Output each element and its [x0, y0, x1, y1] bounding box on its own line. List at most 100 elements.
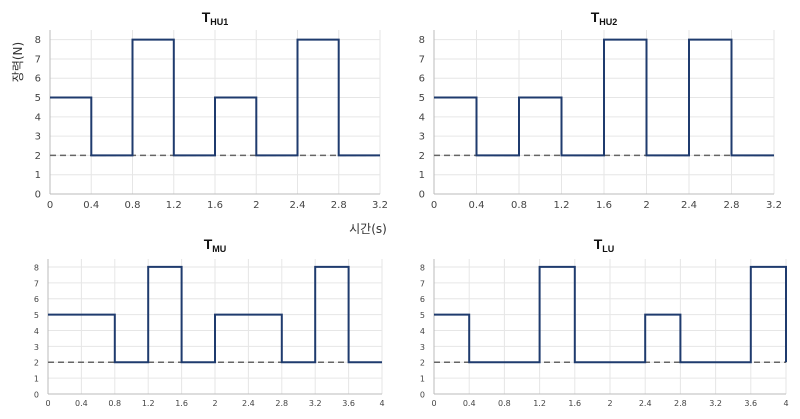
- chart-title-main: T: [202, 9, 211, 25]
- x-tick-label: 0.4: [469, 200, 485, 211]
- y-tick-label: 1: [420, 375, 425, 384]
- x-tick-label: 2.4: [639, 399, 652, 408]
- x-tick-label: 1.6: [568, 399, 581, 408]
- x-tick-label: 2.8: [724, 200, 740, 211]
- x-tick-label: 3.6: [744, 399, 757, 408]
- y-tick-label: 7: [419, 54, 425, 65]
- y-tick-label: 4: [420, 327, 425, 336]
- y-tick-label: 0: [34, 391, 39, 400]
- x-tick-label: 0.4: [83, 200, 99, 211]
- chart-title-subscript: HU2: [599, 17, 617, 27]
- y-tick-label: 5: [34, 311, 39, 320]
- y-tick-label: 7: [420, 279, 425, 288]
- y-tick-label: 2: [419, 151, 425, 162]
- y-tick-label: 0: [420, 391, 425, 400]
- chart-title-subscript: HU1: [210, 17, 228, 27]
- x-tick-label: 2.4: [290, 200, 306, 211]
- chart-panel-3: 0 0.4 0.8 1.2 1.6 2 2.4 2.8 3.2 3.6 4 0 1 2 3 4 5 6 7 8 TLU: [420, 236, 789, 408]
- x-tick-label: 4: [379, 399, 384, 408]
- x-tick-label: 2.4: [681, 200, 697, 211]
- y-tick-label: 1: [35, 170, 41, 181]
- y-tick-label: 6: [419, 74, 425, 85]
- y-tick-label: 8: [34, 263, 39, 272]
- y-tick-label: 6: [35, 74, 41, 85]
- x-tick-label: 2: [643, 200, 649, 211]
- tension-step-line: [50, 38, 380, 157]
- y-tick-label: 3: [420, 343, 425, 352]
- chart-title: TLU: [594, 236, 615, 254]
- tension-step-line: [434, 38, 774, 157]
- chart-title-main: T: [594, 236, 603, 252]
- x-tick-label: 1.2: [142, 399, 155, 408]
- x-tick-label: 0: [45, 399, 50, 408]
- x-tick-label: 0.4: [463, 399, 476, 408]
- y-tick-label: 8: [420, 263, 425, 272]
- x-tick-label: 0.4: [75, 399, 88, 408]
- y-tick-label: 8: [35, 35, 41, 46]
- x-tick-label: 1.6: [596, 200, 612, 211]
- y-tick-label: 1: [34, 375, 39, 384]
- x-tick-label: 0: [431, 399, 436, 408]
- chart-title-subscript: LU: [602, 244, 614, 254]
- x-tick-label: 3.2: [766, 200, 782, 211]
- y-tick-label: 5: [35, 93, 41, 104]
- x-tick-label: 2.8: [275, 399, 288, 408]
- x-tick-label: 0: [431, 200, 437, 211]
- x-tick-label: 0: [47, 200, 53, 211]
- x-tick-label: 0.8: [498, 399, 511, 408]
- x-axis-label: 시간(s): [349, 222, 387, 236]
- x-tick-label: 1.2: [533, 399, 546, 408]
- x-tick-label: 2: [607, 399, 612, 408]
- x-tick-label: 0.8: [125, 200, 141, 211]
- chart-title: THU1: [202, 9, 229, 27]
- chart-title-main: T: [204, 236, 213, 252]
- y-tick-label: 6: [420, 295, 425, 304]
- chart-panel-2: 0 0.4 0.8 1.2 1.6 2 2.4 2.8 3.2 3.6 4 0 1 2 3 4 5 6 7 8 TMU: [34, 236, 385, 408]
- y-tick-label: 3: [34, 343, 39, 352]
- y-tick-label: 5: [419, 93, 425, 104]
- y-tick-label: 7: [34, 279, 39, 288]
- x-tick-label: 1.2: [166, 200, 182, 211]
- x-tick-label: 4: [783, 399, 788, 408]
- chart-title: TMU: [204, 236, 227, 254]
- x-tick-label: 1.2: [554, 200, 570, 211]
- y-tick-label: 6: [34, 295, 39, 304]
- chart-title-subscript: MU: [212, 244, 226, 254]
- chart-panel-0: 0 0.4 0.8 1.2 1.6 2 2.4 2.8 3.2 0 1 2 3 4 5 6 7 8 THU1: [35, 9, 388, 211]
- x-tick-label: 0.8: [108, 399, 121, 408]
- x-tick-label: 3.2: [309, 399, 322, 408]
- y-tick-label: 4: [35, 112, 41, 123]
- x-tick-label: 1.6: [175, 399, 188, 408]
- y-tick-label: 1: [419, 170, 425, 181]
- y-tick-label: 8: [419, 35, 425, 46]
- x-tick-label: 1.6: [207, 200, 223, 211]
- x-tick-label: 3.2: [709, 399, 722, 408]
- chart-title-main: T: [591, 9, 600, 25]
- y-axis-label: 장력(N): [11, 42, 25, 82]
- y-tick-label: 4: [34, 327, 39, 336]
- chart-title: THU2: [591, 9, 618, 27]
- y-tick-label: 2: [35, 151, 41, 162]
- y-tick-label: 4: [419, 112, 425, 123]
- y-tick-label: 2: [420, 359, 425, 368]
- x-tick-label: 2: [212, 399, 217, 408]
- y-tick-label: 7: [35, 54, 41, 65]
- y-tick-label: 3: [35, 132, 41, 143]
- y-tick-label: 0: [419, 190, 425, 201]
- chart-panel-1: 0 0.4 0.8 1.2 1.6 2 2.4 2.8 3.2 0 1 2 3 4 5 6 7 8 THU2: [419, 9, 782, 211]
- x-tick-label: 0.8: [511, 200, 527, 211]
- x-tick-label: 2: [253, 200, 259, 211]
- y-tick-label: 2: [34, 359, 39, 368]
- x-tick-label: 3.2: [372, 200, 388, 211]
- tension-step-line: [434, 265, 787, 364]
- y-tick-label: 0: [35, 190, 41, 201]
- y-tick-label: 5: [420, 311, 425, 320]
- tension-step-line: [48, 265, 382, 364]
- x-tick-label: 3.6: [342, 399, 355, 408]
- x-tick-label: 2.4: [242, 399, 255, 408]
- x-tick-label: 2.8: [674, 399, 687, 408]
- y-tick-label: 3: [419, 132, 425, 143]
- x-tick-label: 2.8: [331, 200, 347, 211]
